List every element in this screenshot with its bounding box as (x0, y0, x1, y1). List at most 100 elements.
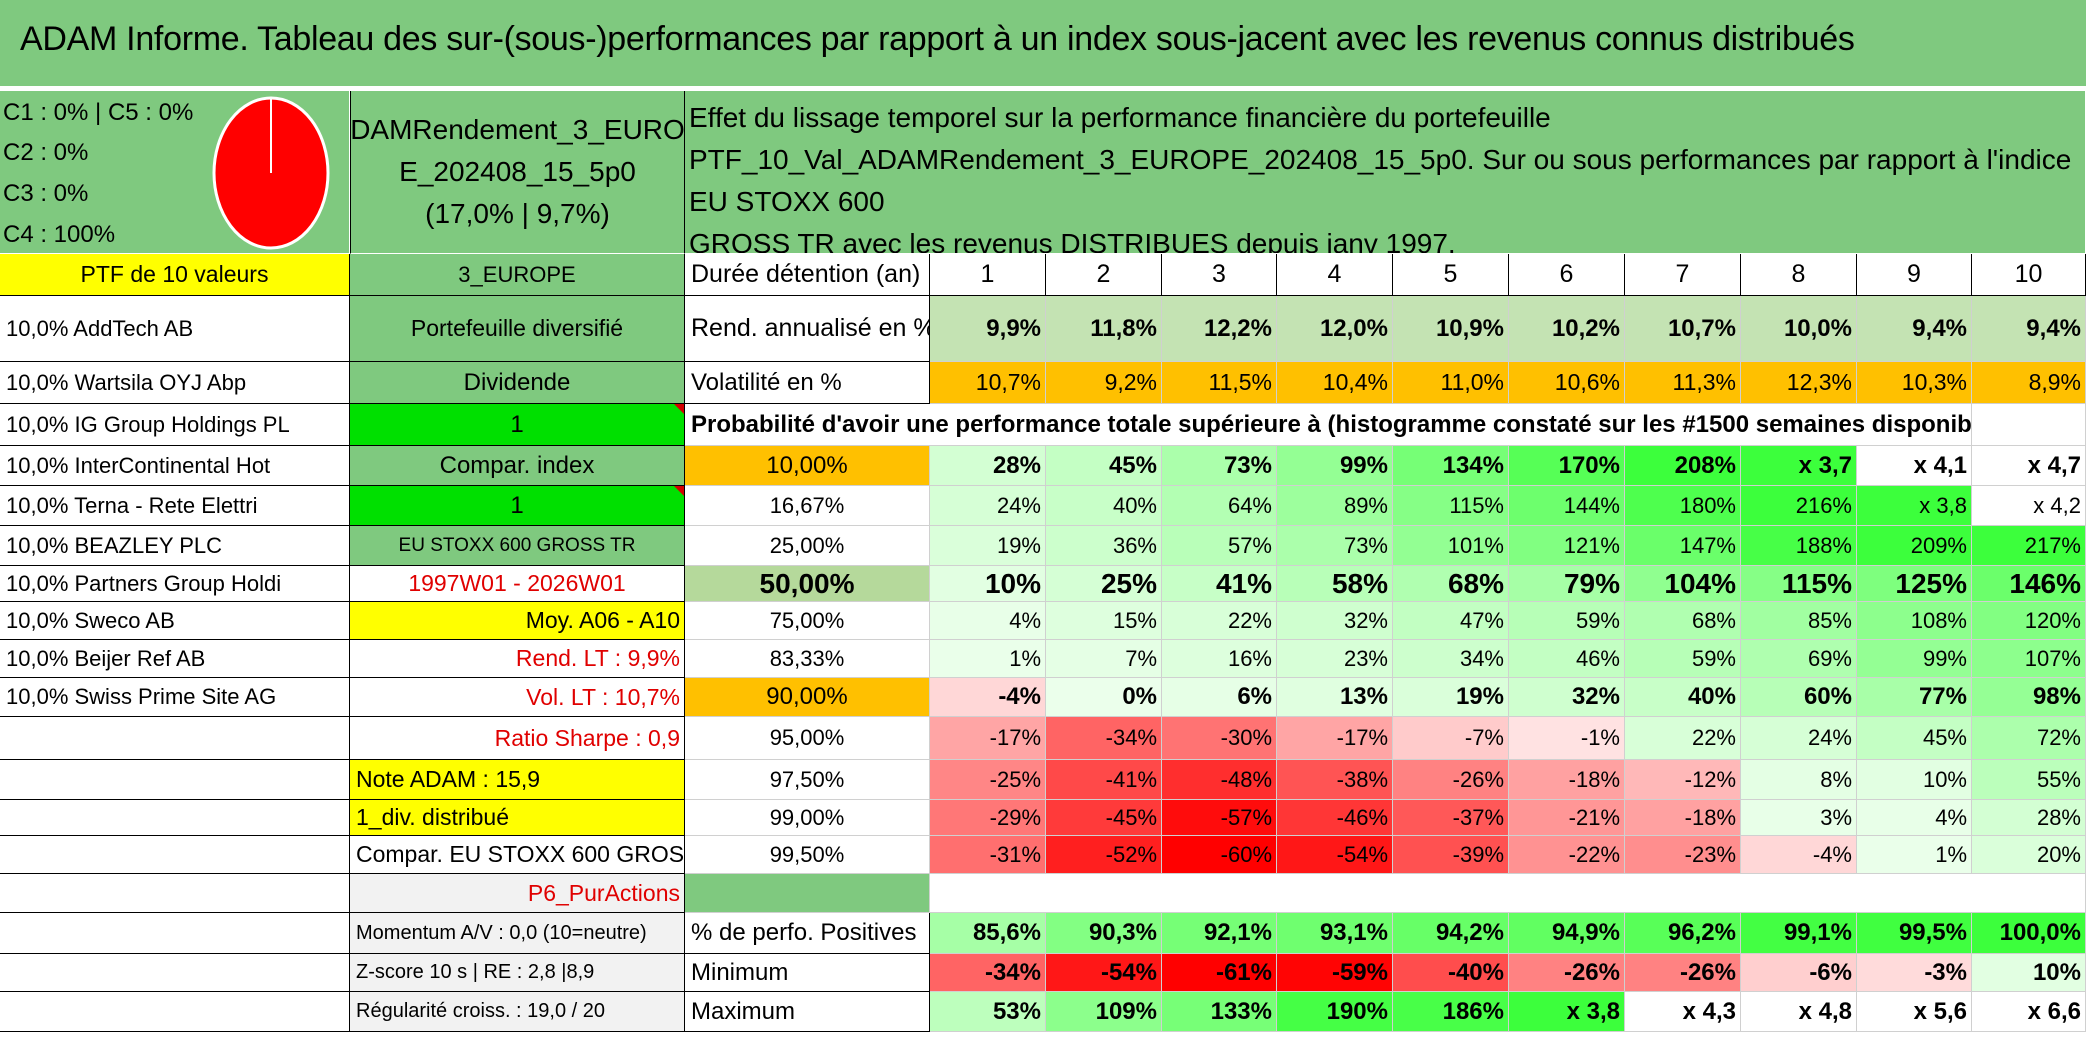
quantile-value: -4% (930, 678, 1046, 717)
minimum-value: -26% (1625, 954, 1741, 992)
positive-perf-value: 85,6% (930, 913, 1046, 954)
quantile-value: 216% (1741, 486, 1857, 526)
probability-label: Probabilité d'avoir une performance tota… (685, 404, 1972, 446)
positive-perf-value: 94,2% (1393, 913, 1509, 954)
holding-row: 10,0% Swiss Prime Site AG (0, 678, 350, 717)
quantile-value: 46% (1509, 640, 1625, 678)
quantile-value: -46% (1277, 800, 1393, 836)
quantile-label: 83,33% (685, 640, 930, 678)
quantile-value: -52% (1046, 836, 1162, 874)
quantile-value: 108% (1857, 602, 1972, 640)
strategy-label: P6_PurActions (350, 874, 685, 913)
quantile-value: 125% (1857, 566, 1972, 602)
portfolio-name-line3: (17,0% | 9,7%) (425, 198, 610, 229)
quantile-value: 36% (1046, 526, 1162, 566)
quantile-value: -54% (1277, 836, 1393, 874)
year-header-7: 7 (1625, 254, 1741, 296)
holding-row: 10,0% Beijer Ref AB (0, 640, 350, 678)
year-header-6: 6 (1509, 254, 1625, 296)
quantile-value: -18% (1509, 760, 1625, 800)
quantile-label: 99,50% (685, 836, 930, 874)
holding-row: 10,0% Terna - Rete Elettri (0, 486, 350, 526)
quantile-value: 99% (1277, 446, 1393, 486)
quantile-value: 188% (1741, 526, 1857, 566)
quantile-value: 79% (1509, 566, 1625, 602)
year-header-2: 2 (1046, 254, 1162, 296)
quantile-value: 57% (1162, 526, 1277, 566)
year-header-3: 3 (1162, 254, 1277, 296)
holding-row: 10,0% Sweco AB (0, 602, 350, 640)
quantile-value: 58% (1277, 566, 1393, 602)
quantile-value: 10% (1857, 760, 1972, 800)
holding-row: 10,0% Wartsila OYJ Abp (0, 362, 350, 404)
quantile-value: 147% (1625, 526, 1741, 566)
holding-row: 10,0% Partners Group Holdi (0, 566, 350, 602)
quantile-value: 3% (1741, 800, 1857, 836)
title-bar: ADAM Informe. Tableau des sur-(sous-)per… (0, 0, 2086, 88)
dividend-count: 1_div. distribué (350, 800, 685, 836)
report-title: ADAM Informe. Tableau des sur-(sous-)per… (20, 20, 1855, 58)
quantile-value: 98% (1972, 678, 2086, 717)
quantile-value: -31% (930, 836, 1046, 874)
quantile-value: -39% (1393, 836, 1509, 874)
category-c1-c5: C1 : 0% | C5 : 0% (3, 99, 194, 126)
dividend-label: Dividende (350, 362, 685, 404)
quantile-label: 95,00% (685, 717, 930, 760)
rend-value: 10,9% (1393, 296, 1509, 362)
quantile-value: 69% (1741, 640, 1857, 678)
flag-1: 1 (350, 404, 685, 446)
quantile-value: 45% (1046, 446, 1162, 486)
quantile-value: -12% (1625, 760, 1741, 800)
year-header-4: 4 (1277, 254, 1393, 296)
rend-value: 12,2% (1162, 296, 1277, 362)
rend-lt: Rend. LT : 9,9% (350, 640, 685, 678)
rend-value: 10,2% (1509, 296, 1625, 362)
quantile-value: 41% (1162, 566, 1277, 602)
quantile-value: -23% (1625, 836, 1741, 874)
ptf-count-label: PTF de 10 valeurs (0, 254, 350, 296)
quantile-value: -26% (1393, 760, 1509, 800)
quantile-value: 68% (1393, 566, 1509, 602)
comment-marker-icon (674, 486, 684, 496)
quantile-value: 77% (1857, 678, 1972, 717)
minimum-value: -3% (1857, 954, 1972, 992)
quantile-value: -60% (1162, 836, 1277, 874)
quantile-value: 144% (1509, 486, 1625, 526)
quantile-value: 40% (1046, 486, 1162, 526)
minimum-value: -40% (1393, 954, 1509, 992)
quantile-value: 0% (1046, 678, 1162, 717)
duration-label: Durée détention (an) (685, 254, 930, 296)
maximum-value: x 3,8 (1509, 992, 1625, 1032)
quantile-label: 10,00% (685, 446, 930, 486)
vol-value: 12,3% (1741, 362, 1857, 404)
empty-cell (685, 874, 930, 913)
description-line3: GROSS TR avec les revenus DISTRIBUES dep… (689, 228, 1456, 254)
quantile-value: -38% (1277, 760, 1393, 800)
quantile-value: -48% (1162, 760, 1277, 800)
quantile-value: -21% (1509, 800, 1625, 836)
quantile-value: 7% (1046, 640, 1162, 678)
holding-row: 10,0% BEAZLEY PLC (0, 526, 350, 566)
minimum-value: -59% (1277, 954, 1393, 992)
holding-row: 10,0% AddTech AB (0, 296, 350, 362)
quantile-value: 23% (1277, 640, 1393, 678)
minimum-value: -6% (1741, 954, 1857, 992)
quantile-value: 209% (1857, 526, 1972, 566)
quantile-value: 20% (1972, 836, 2086, 874)
quantile-value: 13% (1277, 678, 1393, 717)
minimum-value: -61% (1162, 954, 1277, 992)
period-label: 1997W01 - 2026W01 (350, 566, 685, 602)
quantile-value: 1% (930, 640, 1046, 678)
quantile-value: 4% (930, 602, 1046, 640)
quantile-value: 15% (1046, 602, 1162, 640)
rend-value: 10,7% (1625, 296, 1741, 362)
quantile-value: 24% (1741, 717, 1857, 760)
vol-value: 11,3% (1625, 362, 1741, 404)
quantile-value: 120% (1972, 602, 2086, 640)
quantile-value: 19% (1393, 678, 1509, 717)
quantile-value: 22% (1162, 602, 1277, 640)
positive-perf-value: 92,1% (1162, 913, 1277, 954)
quantile-value: 85% (1741, 602, 1857, 640)
quantile-value: 47% (1393, 602, 1509, 640)
quantile-value: 19% (930, 526, 1046, 566)
